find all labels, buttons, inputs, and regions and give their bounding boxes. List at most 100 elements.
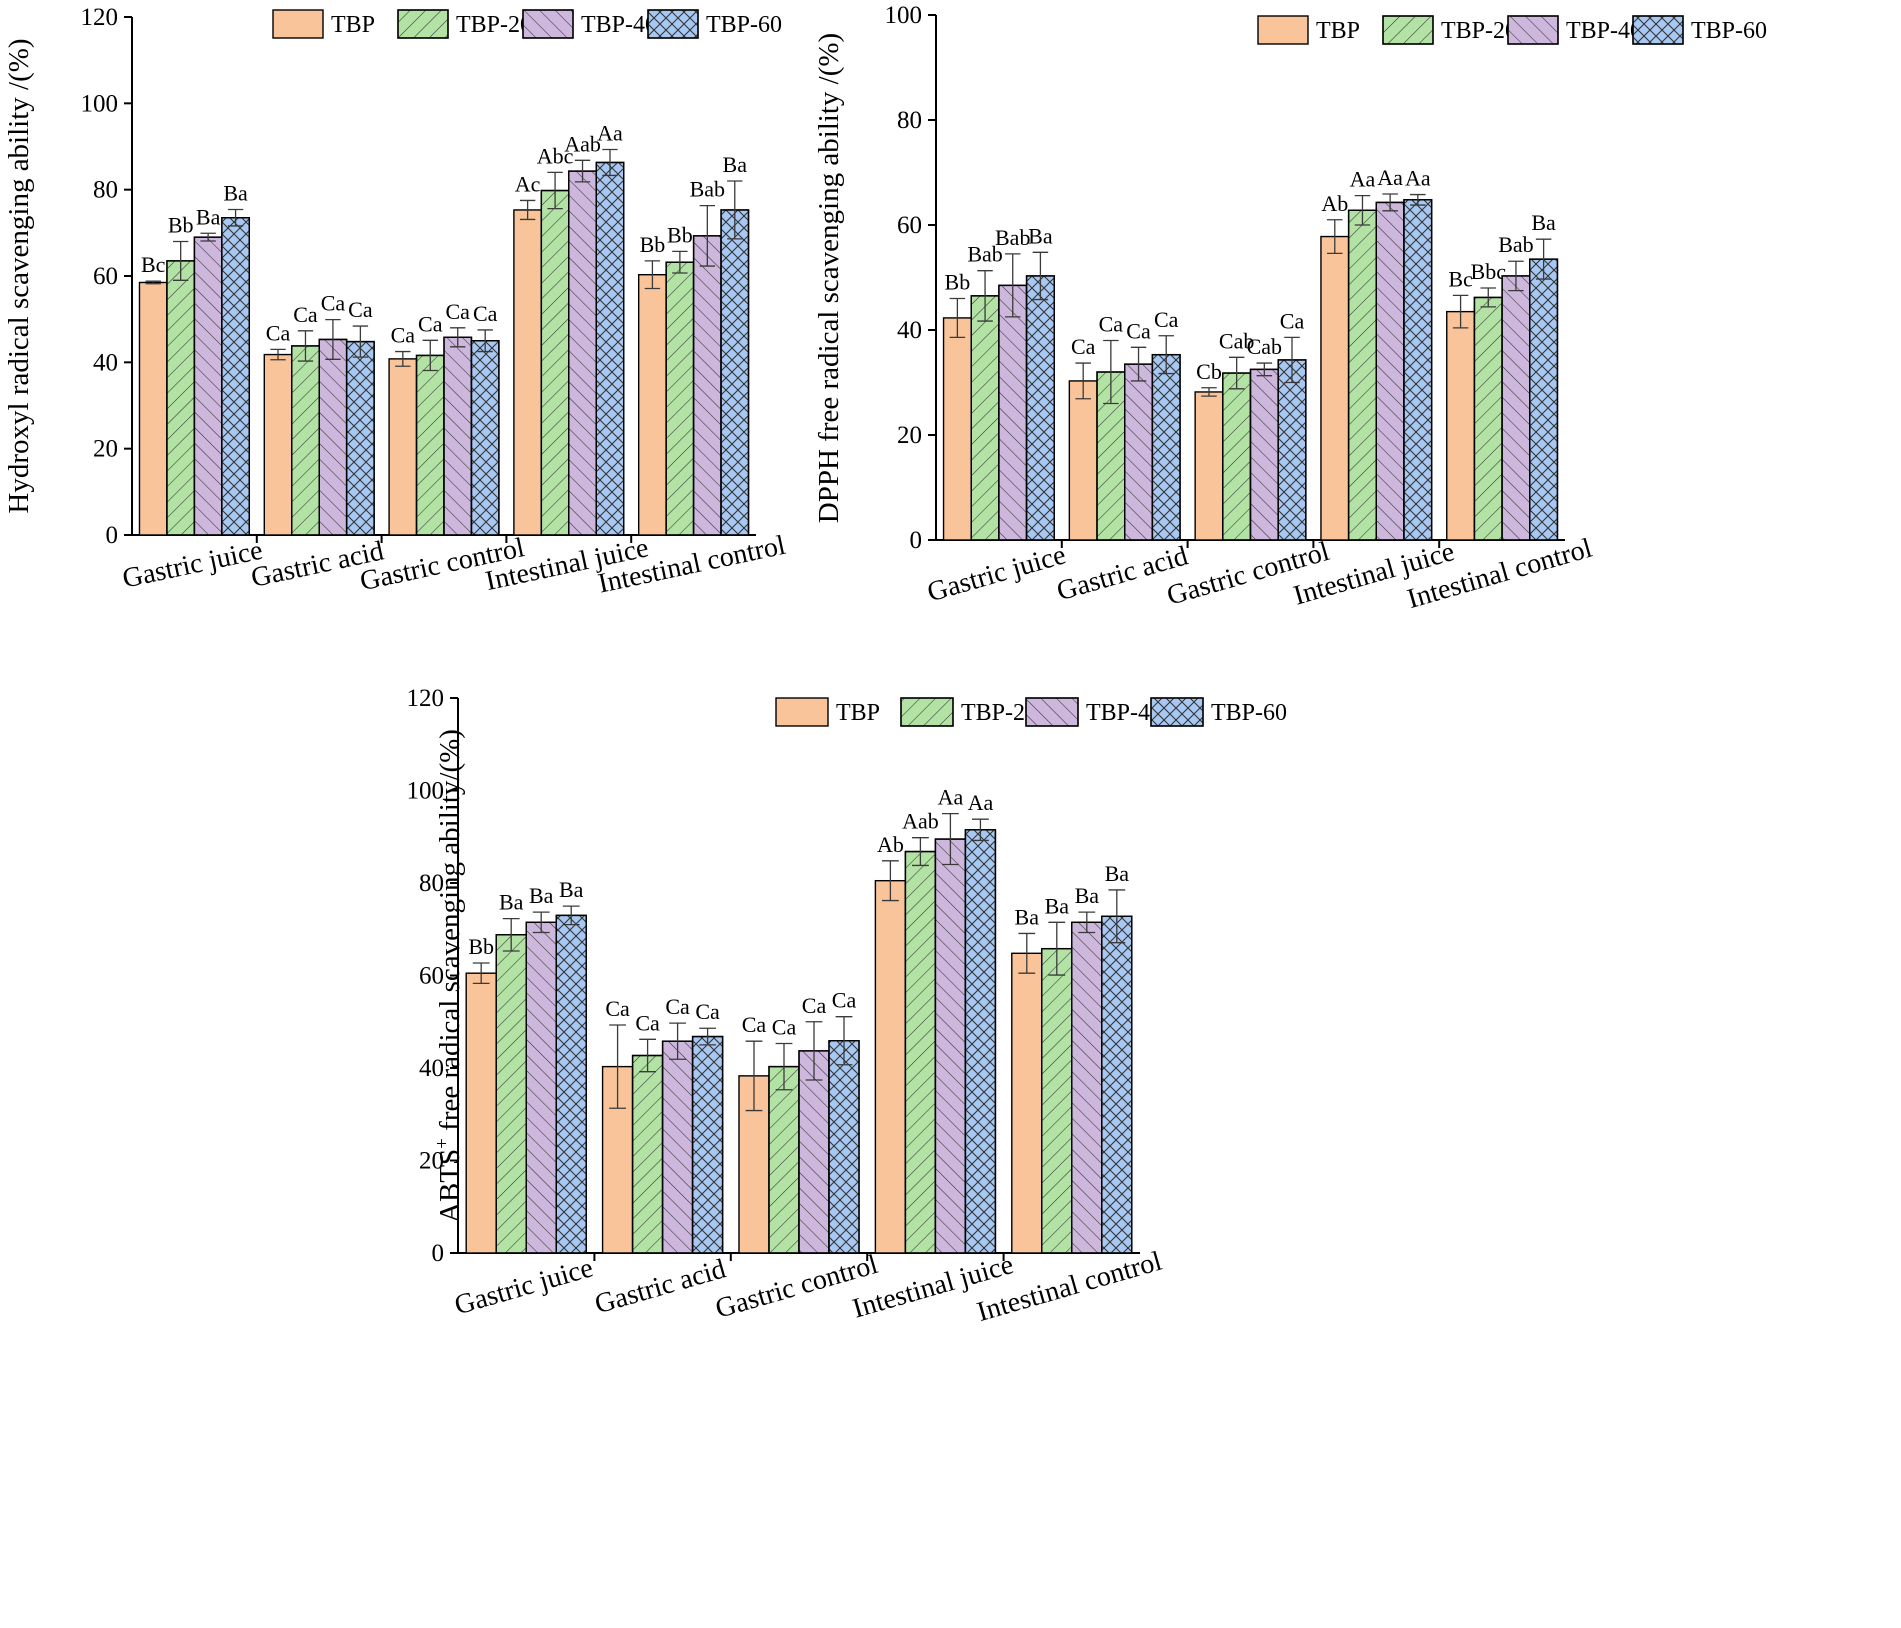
significance-label: Ca <box>772 1014 797 1039</box>
bar-hatch-tbp-20-gastric-juice <box>495 934 527 1254</box>
y-tick-label: 0 <box>106 522 119 549</box>
error-bar-tbp-20-intestinal-control <box>1048 921 1066 976</box>
bar-hatch-tbp-60-gastric-acid <box>691 1035 724 1254</box>
error-bar-tbp-60-gastric-acid <box>1158 335 1174 375</box>
y-tick-label: 100 <box>81 90 119 117</box>
significance-label: Aa <box>1405 166 1431 191</box>
legend-label-tbp-40: TBP-40 <box>1566 18 1642 44</box>
legend-swatch-hatch-tbp-40 <box>1507 15 1559 45</box>
significance-label: Ba <box>196 204 221 229</box>
legend-label-tbp: TBP <box>331 12 375 38</box>
bar-hatch-tbp-20-intestinal-juice <box>1347 209 1378 541</box>
error-bar-tbp-60-gastric-juice <box>1032 251 1049 301</box>
bar-hatch-tbp-60-gastric-juice <box>555 914 587 1254</box>
y-tick-label: 20 <box>419 1148 444 1175</box>
significance-label: Bc <box>141 252 166 277</box>
significance-label: Bb <box>667 222 693 247</box>
legend-label-tbp-60: TBP-60 <box>1691 18 1767 44</box>
error-bar-tbp-20-gastric-acid <box>639 1038 656 1073</box>
error-bar-tbp-60-intestinal-juice <box>972 818 989 842</box>
legend-label-tbp-20: TBP-20 <box>1441 18 1517 44</box>
error-bar-tbp-40-gastric-acid <box>669 1022 687 1060</box>
significance-label: Ba <box>559 877 584 902</box>
legend-label-tbp-40: TBP-40 <box>581 12 657 38</box>
bar-hatch-tbp-20-gastric-juice <box>970 295 1000 541</box>
legend-label-tbp-60: TBP-60 <box>1211 700 1287 726</box>
legend-swatch-hatch-tbp-20 <box>397 9 449 39</box>
bar-hatch-tbp-60-intestinal-juice <box>964 829 997 1254</box>
category-label-gastric-acid: Gastric acid <box>591 1253 729 1320</box>
error-bar-tbp-40-gastric-acid <box>325 318 341 360</box>
error-bar-tbp-40-intestinal-juice <box>574 159 591 183</box>
y-axis-label: ABTS+ free radical scavenging ability/(%… <box>432 729 466 1223</box>
error-bar-tbp-60-gastric-control <box>477 329 493 353</box>
error-bar-tbp-20-gastric-control <box>1228 356 1245 390</box>
significance-label: Bb <box>640 232 666 257</box>
category-label-gastric-juice: Gastric juice <box>451 1252 596 1321</box>
error-bar-tbp-40-gastric-control <box>1256 362 1273 377</box>
error-bar-tbp-gastric-juice <box>949 297 966 338</box>
error-bar-tbp-60-gastric-juice <box>562 905 580 926</box>
bar-hatch-tbp-60-intestinal-control <box>1101 915 1133 1254</box>
significance-label: Aa <box>968 790 994 815</box>
significance-label: Ba <box>1045 893 1070 918</box>
error-bar-tbp-40-gastric-control <box>450 327 466 348</box>
error-bar-tbp-20-gastric-control <box>775 1042 793 1091</box>
legend: TBP TBP-20 TBP-40 TBP-60 <box>1257 15 1767 45</box>
bar-tbp-intestinal-control <box>637 274 667 536</box>
significance-label: Cab <box>1219 328 1254 353</box>
significance-label: Bab <box>995 225 1030 250</box>
significance-label: Ca <box>832 988 857 1013</box>
error-bar-tbp-40-gastric-juice <box>200 232 216 242</box>
legend-swatch-hatch-tbp-40 <box>1025 697 1079 727</box>
error-bar-tbp-20-gastric-acid <box>297 330 314 362</box>
bar-hatch-tbp-20-gastric-juice <box>166 260 196 536</box>
chart-abts: 0 20 40 60 80 100 120 ABTS+ free radical scaven… <box>407 685 1288 1328</box>
error-bar-tbp-60-intestinal-control <box>727 180 743 240</box>
significance-label: Ba <box>1105 861 1130 886</box>
bar-hatch-tbp-40-intestinal-control <box>692 235 722 536</box>
bar-hatch-tbp-40-intestinal-juice <box>1375 201 1405 541</box>
error-bar-tbp-40-intestinal-control <box>1508 260 1524 292</box>
bar-hatch-tbp-20-intestinal-control <box>1473 296 1503 541</box>
error-bar-tbp-40-gastric-acid <box>1130 346 1147 382</box>
y-tick-label: 40 <box>93 349 118 376</box>
significance-label: Bab <box>1498 232 1533 257</box>
bar-hatch-tbp-40-gastric-juice <box>193 236 223 536</box>
error-bar-tbp-gastric-control <box>395 350 411 367</box>
bar-hatch-tbp-60-gastric-juice <box>1025 275 1055 541</box>
error-bar-tbp-20-gastric-juice <box>172 240 189 281</box>
significance-label: Ca <box>742 1012 767 1037</box>
y-tick-label: 100 <box>407 778 445 805</box>
error-bar-tbp-60-gastric-juice <box>227 208 244 227</box>
legend-label-tbp: TBP <box>1316 18 1360 44</box>
significance-label: Ca <box>348 297 373 322</box>
bar-hatch-tbp-40-gastric-juice <box>998 284 1028 541</box>
bar-hatch-tbp-60-intestinal-juice <box>595 161 625 536</box>
y-tick-label: 80 <box>93 177 118 204</box>
error-bar-tbp-60-intestinal-juice <box>1410 193 1426 206</box>
bar-tbp-intestinal-control <box>1446 310 1476 541</box>
error-bar-tbp-gastric-acid <box>270 348 286 361</box>
y-tick-label: 40 <box>419 1055 444 1082</box>
y-tick-label: 120 <box>407 685 445 712</box>
legend-label-tbp-40: TBP-40 <box>1086 700 1162 726</box>
error-bar-tbp-20-intestinal-control <box>1480 287 1497 308</box>
legend-swatch-hatch-tbp-20 <box>900 697 954 727</box>
y-tick-label: 60 <box>93 263 118 290</box>
significance-label: Aa <box>1377 165 1403 190</box>
error-bar-tbp-60-intestinal-control <box>1535 238 1552 280</box>
bar-hatch-tbp-20-intestinal-juice <box>540 189 570 536</box>
bar-tbp-intestinal-juice <box>874 879 907 1254</box>
bar-tbp-gastric-juice <box>138 281 168 536</box>
significance-label: Aab <box>564 131 601 156</box>
bar-hatch-tbp-60-intestinal-control <box>1529 258 1559 541</box>
error-bar-tbp-intestinal-juice <box>1327 219 1343 254</box>
error-bar-tbp-60-gastric-control <box>1284 336 1300 384</box>
category-label-gastric-juice: Gastric juice <box>924 539 1069 608</box>
significance-label: Ca <box>473 301 498 326</box>
significance-label: Ca <box>802 993 827 1018</box>
error-bar-tbp-20-intestinal-juice <box>1354 194 1371 226</box>
error-bar-tbp-40-intestinal-juice <box>1382 193 1398 212</box>
